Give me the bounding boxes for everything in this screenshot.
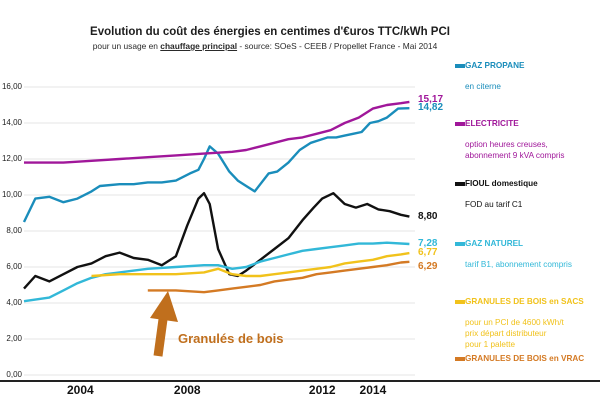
legend-detail: en citerne [465, 82, 501, 91]
chart-subtitle: pour un usage en chauffage principal - s… [70, 41, 460, 51]
y-tick-label: 0,00 [6, 370, 22, 379]
legend-title: GRANULES DE BOIS en SACS [465, 297, 584, 306]
x-axis-bar [0, 380, 600, 382]
series-line-0 [22, 107, 410, 223]
legend-detail: abonnement 9 kVA compris [465, 151, 565, 160]
legend-detail: option heures creuses, [465, 140, 548, 149]
subtitle-suffix: - source: SOeS - CEEB / Propellet France… [237, 41, 438, 51]
x-tick-label: 2014 [359, 383, 387, 397]
legend-detail: prix départ distributeur [465, 329, 547, 338]
legend-detail: FOD au tarif C1 [465, 200, 523, 209]
series-line-3 [23, 241, 410, 303]
legend-swatch [455, 242, 465, 246]
y-tick-label: 6,00 [6, 262, 22, 271]
legend-title: FIOUL domestique [465, 179, 538, 188]
y-tick-label: 10,00 [1, 190, 22, 199]
subtitle-prefix: pour un usage en [92, 41, 161, 51]
legend-title: GRANULES DE BOIS en VRAC [465, 354, 585, 363]
end-value-label: 7,28 [418, 237, 438, 249]
x-tick-label: 2012 [308, 383, 336, 397]
y-tick-label: 8,00 [6, 226, 22, 235]
end-value-label: 14,82 [418, 102, 444, 114]
legend-swatch [455, 300, 465, 304]
x-tick-label: 2004 [67, 383, 94, 397]
series-line-2 [23, 191, 410, 290]
series-line-1 [24, 100, 410, 164]
legend-title: GAZ NATUREL [465, 239, 524, 248]
legend-detail: pour 1 palette [465, 340, 516, 349]
chart-title: Evolution du coût des énergies en centim… [90, 26, 450, 38]
legend-detail: pour un PCI de 4600 kWh/t [465, 318, 564, 327]
subtitle-emphasis: chauffage principal [160, 41, 238, 51]
legend-detail: tarif B1, abonnement compris [465, 260, 572, 269]
annotation-arrow [150, 291, 178, 357]
series-line-5 [147, 260, 410, 294]
grid [24, 86, 415, 376]
end-value-label: 8,80 [418, 210, 438, 222]
y-tick-label: 2,00 [6, 334, 22, 343]
legend-swatch [455, 122, 465, 126]
x-tick-label: 2008 [173, 383, 201, 397]
series-line-4 [91, 251, 410, 278]
end-value-label: 6,77 [418, 247, 438, 259]
legend-title: GAZ PROPANE [465, 61, 525, 70]
legend-swatch [455, 357, 465, 361]
annotation-granules: Granulés de bois [178, 331, 284, 346]
y-tick-label: 14,00 [1, 118, 22, 127]
end-value-label: 6,29 [418, 260, 438, 272]
end-value-label: 15,17 [418, 93, 444, 105]
legend-swatch [455, 64, 465, 68]
y-tick-label: 16,00 [1, 82, 22, 91]
series-layer [22, 100, 410, 303]
y-tick-label: 12,00 [1, 154, 22, 163]
annotation-arrow-head [150, 291, 178, 322]
y-tick-label: 4,00 [6, 298, 22, 307]
legend-swatch [455, 182, 465, 186]
legend-title: ELECTRICITE [465, 119, 519, 128]
